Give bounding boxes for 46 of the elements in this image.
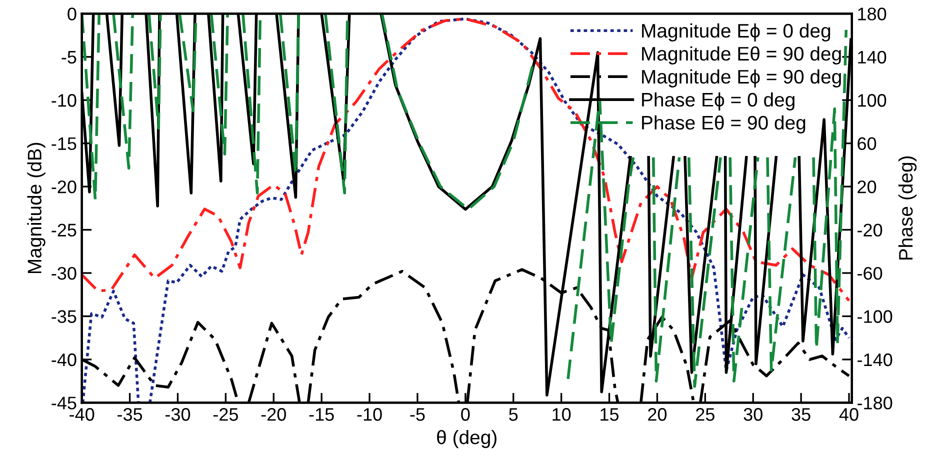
x-tick-label: 15 <box>600 408 619 421</box>
y-tick-label: 0 <box>68 8 76 20</box>
y2-tick-label: 20 <box>858 180 876 194</box>
y2-tick-label: -180 <box>858 396 892 410</box>
y2-tick-label: 60 <box>858 137 876 150</box>
y-tick-label: -35 <box>52 310 76 323</box>
y2-tick-label: 140 <box>858 50 886 64</box>
legend-label: Magnitude Eθ = 90 deg <box>642 46 841 64</box>
y2-tick-label: -60 <box>858 266 882 280</box>
y-tick-label: -25 <box>52 224 76 237</box>
x-tick-label: 40 <box>839 408 858 421</box>
x-tick-label: 0 <box>461 408 470 421</box>
x-tick-label: -40 <box>70 408 94 421</box>
line-series <box>82 17 850 302</box>
x-tick-label: -25 <box>213 408 238 421</box>
x-tick-label: 25 <box>696 408 714 421</box>
x-tick-label: 30 <box>744 408 762 421</box>
y-axis-title: Magnitude (dB) <box>27 142 46 274</box>
x-tick-label: -30 <box>165 408 190 421</box>
y-tick-label: -45 <box>52 396 76 410</box>
y2-axis-title: Phase (deg) <box>898 156 917 260</box>
y2-tick-label: 100 <box>858 94 886 107</box>
x-tick-label: -5 <box>410 408 425 421</box>
y2-tick-label: -140 <box>858 353 892 366</box>
x-tick-label: -15 <box>309 408 334 421</box>
y-tick-label: -15 <box>52 137 76 150</box>
y-tick-label: -20 <box>52 180 76 194</box>
legend-label: Phase Eθ = 90 deg <box>642 115 806 134</box>
y2-tick-label: -20 <box>858 224 882 237</box>
legend-label: Magnitude Eϕ = 0 deg <box>642 23 830 42</box>
x-axis-title: θ (deg) <box>437 430 496 448</box>
x-tick-label: 5 <box>509 408 518 421</box>
x-tick-label: -20 <box>261 408 286 421</box>
x-tick-label: -10 <box>357 408 382 421</box>
y-tick-label: -10 <box>52 94 76 107</box>
legend-label: Magnitude Eϕ = 90 deg <box>642 69 841 88</box>
legend-label: Phase Eϕ = 0 deg <box>642 92 794 110</box>
y-tick-label: -30 <box>52 266 76 280</box>
y-tick-label: -40 <box>52 353 76 366</box>
x-tick-label: -35 <box>118 408 142 421</box>
x-tick-label: 20 <box>648 408 667 421</box>
y2-tick-label: 180 <box>858 8 886 20</box>
y2-tick-label: -100 <box>858 310 892 323</box>
x-tick-label: 10 <box>552 408 571 421</box>
x-tick-label: 35 <box>792 408 810 421</box>
y-tick-label: -5 <box>62 51 76 64</box>
